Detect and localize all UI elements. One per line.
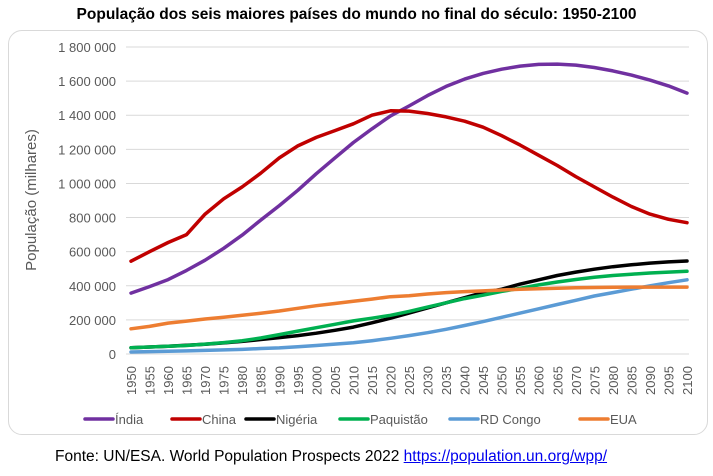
legend-item: China [170,412,237,427]
x-tick-label: 2020 [383,366,398,395]
x-tick-label: 2030 [421,366,436,395]
legend-label: Paquistão [370,412,428,427]
legend-item: RD Congo [448,412,541,427]
y-tick-label: 0 [109,347,116,362]
legend-label: Nigéria [276,412,318,427]
x-tick-label: 1985 [254,366,269,395]
y-tick-label: 1 000 000 [58,176,116,191]
chart-frame [8,30,708,435]
y-tick-label: 1 800 000 [58,40,116,55]
legend-label: EUA [610,412,637,427]
series-line-paquistão [129,269,689,350]
x-tick-label: 2085 [624,366,639,395]
x-tick-label: 2060 [532,366,547,395]
legend-item: Índia [83,412,144,427]
y-tick-label: 800 000 [69,211,116,226]
x-tick-label: 2100 [680,366,695,395]
chart-title: População dos seis maiores países do mun… [76,6,637,23]
x-tick-label: 2035 [439,366,454,395]
x-tick-label: 1975 [217,366,232,395]
source-note: Fonte: UN/ESA. World Population Prospect… [55,448,607,466]
series-line-índia [129,62,689,295]
legend-label: China [202,412,237,427]
legend-label: Índia [115,412,144,427]
y-tick-label: 1 200 000 [58,142,116,157]
y-axis-ticks: 0 200 000 400 000 600 000 800 000 1 000 000 1 … [58,40,116,362]
x-tick-label: 2005 [328,366,343,395]
x-tick-label: 1950 [124,366,139,395]
x-tick-label: 2015 [365,366,380,395]
series-line-china [129,109,689,263]
series-line-eua [129,285,689,331]
source-link[interactable]: https://population.un.org/wpp/ [403,448,608,465]
x-tick-label: 2000 [309,366,324,395]
x-tick-label: 2025 [402,366,417,395]
x-tick-label: 2065 [550,366,565,395]
x-tick-label: 1995 [291,366,306,395]
series-lines [129,62,689,354]
y-tick-label: 600 000 [69,245,116,260]
x-tick-label: 2070 [569,366,584,395]
x-tick-label: 1980 [235,366,250,395]
x-tick-label: 1955 [143,366,158,395]
x-tick-label: 1970 [198,366,213,395]
legend-item: Paquistão [338,412,428,427]
series-line-rd-congo [129,278,689,354]
legend-item: EUA [578,412,637,427]
x-tick-label: 2055 [513,366,528,395]
legend-item: Nigéria [244,412,318,427]
x-tick-label: 2080 [606,366,621,395]
x-tick-label: 1990 [272,366,287,395]
x-tick-label: 2045 [476,366,491,395]
y-tick-label: 400 000 [69,279,116,294]
x-tick-label: 2075 [587,366,602,395]
y-tick-label: 1 600 000 [58,74,116,89]
y-axis-label: População (milhares) [23,129,40,271]
x-tick-label: 2090 [643,366,658,395]
x-tick-label: 2040 [458,366,473,395]
x-tick-label: 1960 [161,366,176,395]
legend-label: RD Congo [480,412,541,427]
source-text: Fonte: UN/ESA. World Population Prospect… [55,448,404,465]
x-tick-label: 2050 [495,366,510,395]
y-tick-label: 200 000 [69,313,116,328]
gridlines [126,46,689,355]
x-tick-label: 2010 [346,366,361,395]
legend: Índia China Nigéria Paquistão RD Congo EUA [83,412,637,427]
x-axis-ticks: 1950 1955 1960 1965 1970 1975 1980 1985 1990 1995… [124,366,695,395]
y-tick-label: 1 400 000 [58,108,116,123]
x-tick-label: 1965 [180,366,195,395]
x-tick-label: 2095 [661,366,676,395]
